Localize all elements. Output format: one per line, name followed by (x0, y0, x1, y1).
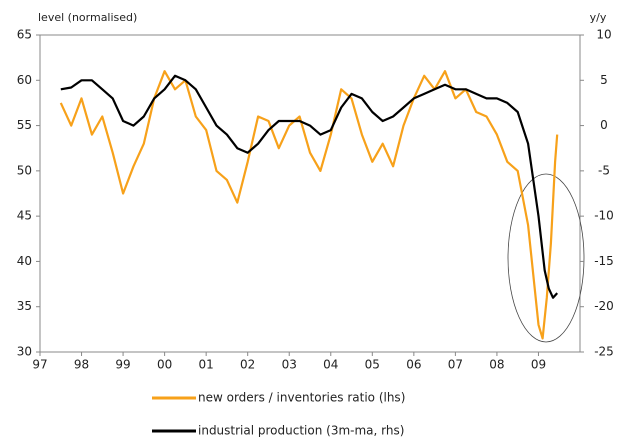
plot-frame (39, 34, 581, 353)
x-tick-label: 98 (74, 358, 89, 372)
x-tick-label: 06 (406, 358, 421, 372)
x-tick-label: 08 (489, 358, 504, 372)
x-tick-label: 05 (365, 358, 380, 372)
x-tick-label: 09 (531, 358, 546, 372)
y-tick-label: 55 (17, 118, 32, 132)
y2-tick-label: -10 (594, 209, 614, 223)
y2-tick-label: -15 (594, 254, 614, 268)
y-tick-label: 50 (17, 163, 32, 177)
y2-tick-label: -25 (594, 345, 614, 359)
x-tick-label: 00 (157, 358, 172, 372)
y2-tick-label: -20 (594, 299, 614, 313)
y-tick-label: 30 (17, 345, 32, 359)
y-tick-label: 35 (17, 299, 32, 313)
y2-tick-label: 5 (600, 73, 608, 87)
y2-tick-label: 0 (600, 118, 608, 132)
x-tick-label: 07 (448, 358, 463, 372)
x-tick-label: 03 (282, 358, 297, 372)
series-line (59, 70, 559, 340)
highlight-ellipse (507, 173, 585, 343)
legend-label: industrial production (3m-ma, rhs) (198, 424, 404, 438)
y-tick-label: 40 (17, 254, 32, 268)
y2-tick-label: 10 (596, 28, 611, 42)
x-tick-label: 02 (240, 358, 255, 372)
x-tick-label: 01 (199, 358, 214, 372)
y-tick-label: 65 (17, 28, 32, 42)
x-tick-label: 04 (323, 358, 338, 372)
y-tick-label: 60 (17, 73, 32, 87)
legend-label: new orders / inventories ratio (lhs) (198, 391, 405, 405)
y2-axis-label: y/y (590, 11, 607, 24)
y-axis-label: level (normalised) (38, 11, 137, 24)
x-tick-label: 99 (115, 358, 130, 372)
x-tick-label: 97 (32, 358, 47, 372)
y-tick-label: 45 (17, 209, 32, 223)
series-line (60, 74, 559, 299)
y2-tick-label: -5 (598, 163, 610, 177)
